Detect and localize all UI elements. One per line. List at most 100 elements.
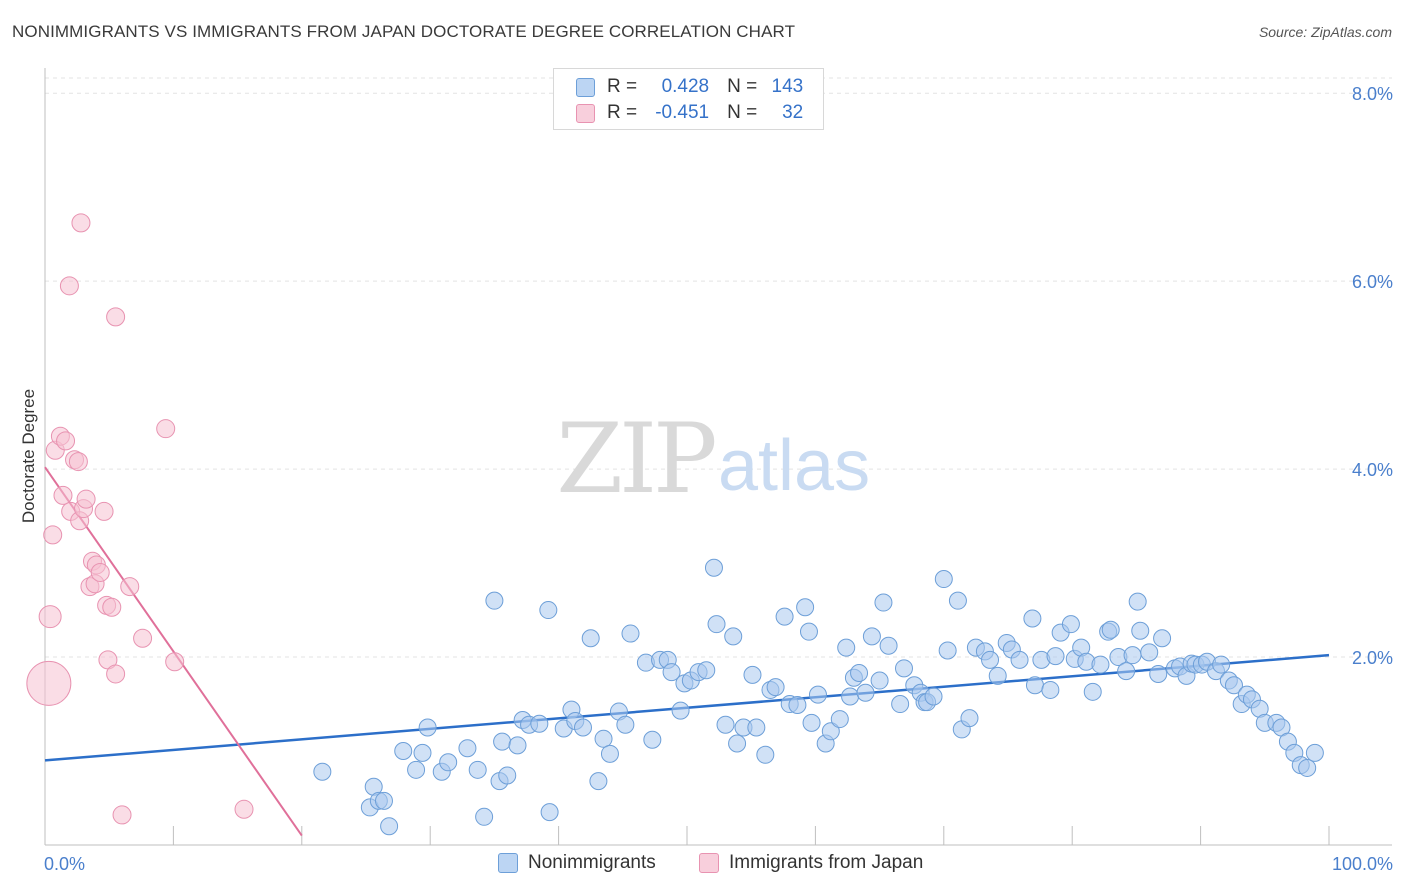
point-nonimmigrants <box>1041 680 1060 699</box>
point-nonimmigrants <box>934 570 953 589</box>
point-nonimmigrants <box>1117 662 1136 681</box>
point-immigrants-japan <box>90 562 110 582</box>
point-immigrants-japan <box>234 799 254 819</box>
stats-swatch-blue <box>576 77 595 97</box>
point-nonimmigrants <box>1140 643 1159 662</box>
stats-row-japan: R = -0.451 N = 32 <box>576 101 803 125</box>
point-nonimmigrants <box>697 661 716 680</box>
point-nonimmigrants <box>743 665 762 684</box>
point-nonimmigrants <box>948 591 967 610</box>
point-nonimmigrants <box>924 687 943 706</box>
stats-n-value: 143 <box>771 76 804 97</box>
point-nonimmigrants <box>540 803 559 822</box>
point-nonimmigrants <box>756 745 775 764</box>
chart-title: NONIMMIGRANTS VS IMMIGRANTS FROM JAPAN D… <box>12 22 796 41</box>
point-immigrants-japan <box>76 489 96 509</box>
point-nonimmigrants <box>988 666 1007 685</box>
point-nonimmigrants <box>707 615 726 634</box>
point-immigrants-japan <box>120 577 140 597</box>
point-nonimmigrants <box>788 695 807 714</box>
point-nonimmigrants <box>894 659 913 678</box>
stats-n-label: N = <box>727 76 758 97</box>
source-credit: Source: ZipAtlas.com <box>1258 24 1392 40</box>
stats-legend-box: R = 0.428 N = 143 R = -0.451 N = 32 <box>553 68 824 130</box>
point-nonimmigrants <box>841 687 860 706</box>
point-nonimmigrants <box>1023 609 1042 628</box>
point-nonimmigrants <box>808 685 827 704</box>
point-nonimmigrants <box>313 762 332 781</box>
point-nonimmigrants <box>671 701 690 720</box>
legend-item-nonimmigrants[interactable]: Nonimmigrants <box>498 852 656 874</box>
point-nonimmigrants <box>439 753 458 772</box>
point-nonimmigrants <box>418 718 437 737</box>
point-nonimmigrants <box>374 791 393 810</box>
tick-labels: 2.0% 4.0% 6.0% 8.0% 0.0% 100.0% <box>44 84 1393 874</box>
legend-swatch-blue <box>498 853 518 873</box>
point-immigrants-japan <box>102 597 122 617</box>
legend-label: Nonimmigrants <box>528 852 656 873</box>
point-immigrants-japan <box>133 628 153 648</box>
point-nonimmigrants <box>1131 621 1150 640</box>
axes-layer <box>44 68 1392 846</box>
x-tick-label: 0.0% <box>44 854 85 874</box>
point-immigrants-japan <box>165 652 185 672</box>
point-immigrants-japan <box>94 501 114 521</box>
point-nonimmigrants <box>775 607 794 626</box>
point-nonimmigrants <box>1083 682 1102 701</box>
y-tick-label: 4.0% <box>1352 460 1393 480</box>
x-tick-label: 100.0% <box>1332 854 1393 874</box>
point-nonimmigrants <box>539 601 558 620</box>
watermark: ZIP atlas <box>556 403 870 515</box>
point-nonimmigrants <box>891 695 910 714</box>
point-nonimmigrants <box>960 709 979 728</box>
point-nonimmigrants <box>621 624 640 643</box>
point-nonimmigrants <box>821 722 840 741</box>
watermark-zip: ZIP <box>556 403 715 515</box>
point-nonimmigrants <box>1091 655 1110 674</box>
point-nonimmigrants <box>850 664 869 683</box>
point-immigrants-japan <box>106 664 126 684</box>
point-nonimmigrants <box>581 629 600 648</box>
point-nonimmigrants <box>856 683 875 702</box>
point-nonimmigrants <box>413 743 432 762</box>
point-nonimmigrants <box>508 736 527 755</box>
point-nonimmigrants <box>485 591 504 610</box>
point-nonimmigrants <box>498 766 517 785</box>
y-tick-label: 2.0% <box>1352 648 1393 668</box>
point-nonimmigrants <box>594 729 613 748</box>
point-nonimmigrants <box>1305 743 1324 762</box>
point-nonimmigrants <box>475 807 494 826</box>
y-axis-label: Doctorate Degree <box>19 389 38 523</box>
point-nonimmigrants <box>493 732 512 751</box>
stats-swatch-pink <box>576 103 595 123</box>
point-nonimmigrants <box>874 593 893 612</box>
point-immigrants-japan <box>59 276 79 296</box>
point-nonimmigrants <box>938 641 957 660</box>
point-immigrants-japan <box>38 605 62 629</box>
point-nonimmigrants <box>662 663 681 682</box>
point-nonimmigrants <box>394 742 413 761</box>
point-nonimmigrants <box>728 734 747 753</box>
point-immigrants-japan <box>56 431 76 451</box>
legend-label: Immigrants from Japan <box>729 852 924 873</box>
point-nonimmigrants <box>747 718 766 737</box>
legend-item-japan[interactable]: Immigrants from Japan <box>699 852 923 874</box>
point-nonimmigrants <box>799 622 818 641</box>
point-nonimmigrants <box>573 718 592 737</box>
point-nonimmigrants <box>1212 655 1231 674</box>
point-nonimmigrants <box>1010 650 1029 669</box>
point-nonimmigrants <box>458 739 477 758</box>
point-nonimmigrants <box>802 713 821 732</box>
point-nonimmigrants <box>1101 620 1120 639</box>
point-nonimmigrants <box>600 744 619 763</box>
point-nonimmigrants <box>1061 615 1080 634</box>
point-nonimmigrants <box>1025 676 1044 695</box>
watermark-atlas: atlas <box>718 426 870 506</box>
point-nonimmigrants <box>870 671 889 690</box>
stats-r-value: 0.428 <box>661 76 710 97</box>
stats-n-value: 32 <box>782 102 804 123</box>
point-immigrants-japan <box>71 213 91 233</box>
point-immigrants-japan <box>112 805 132 825</box>
point-nonimmigrants <box>530 714 549 733</box>
